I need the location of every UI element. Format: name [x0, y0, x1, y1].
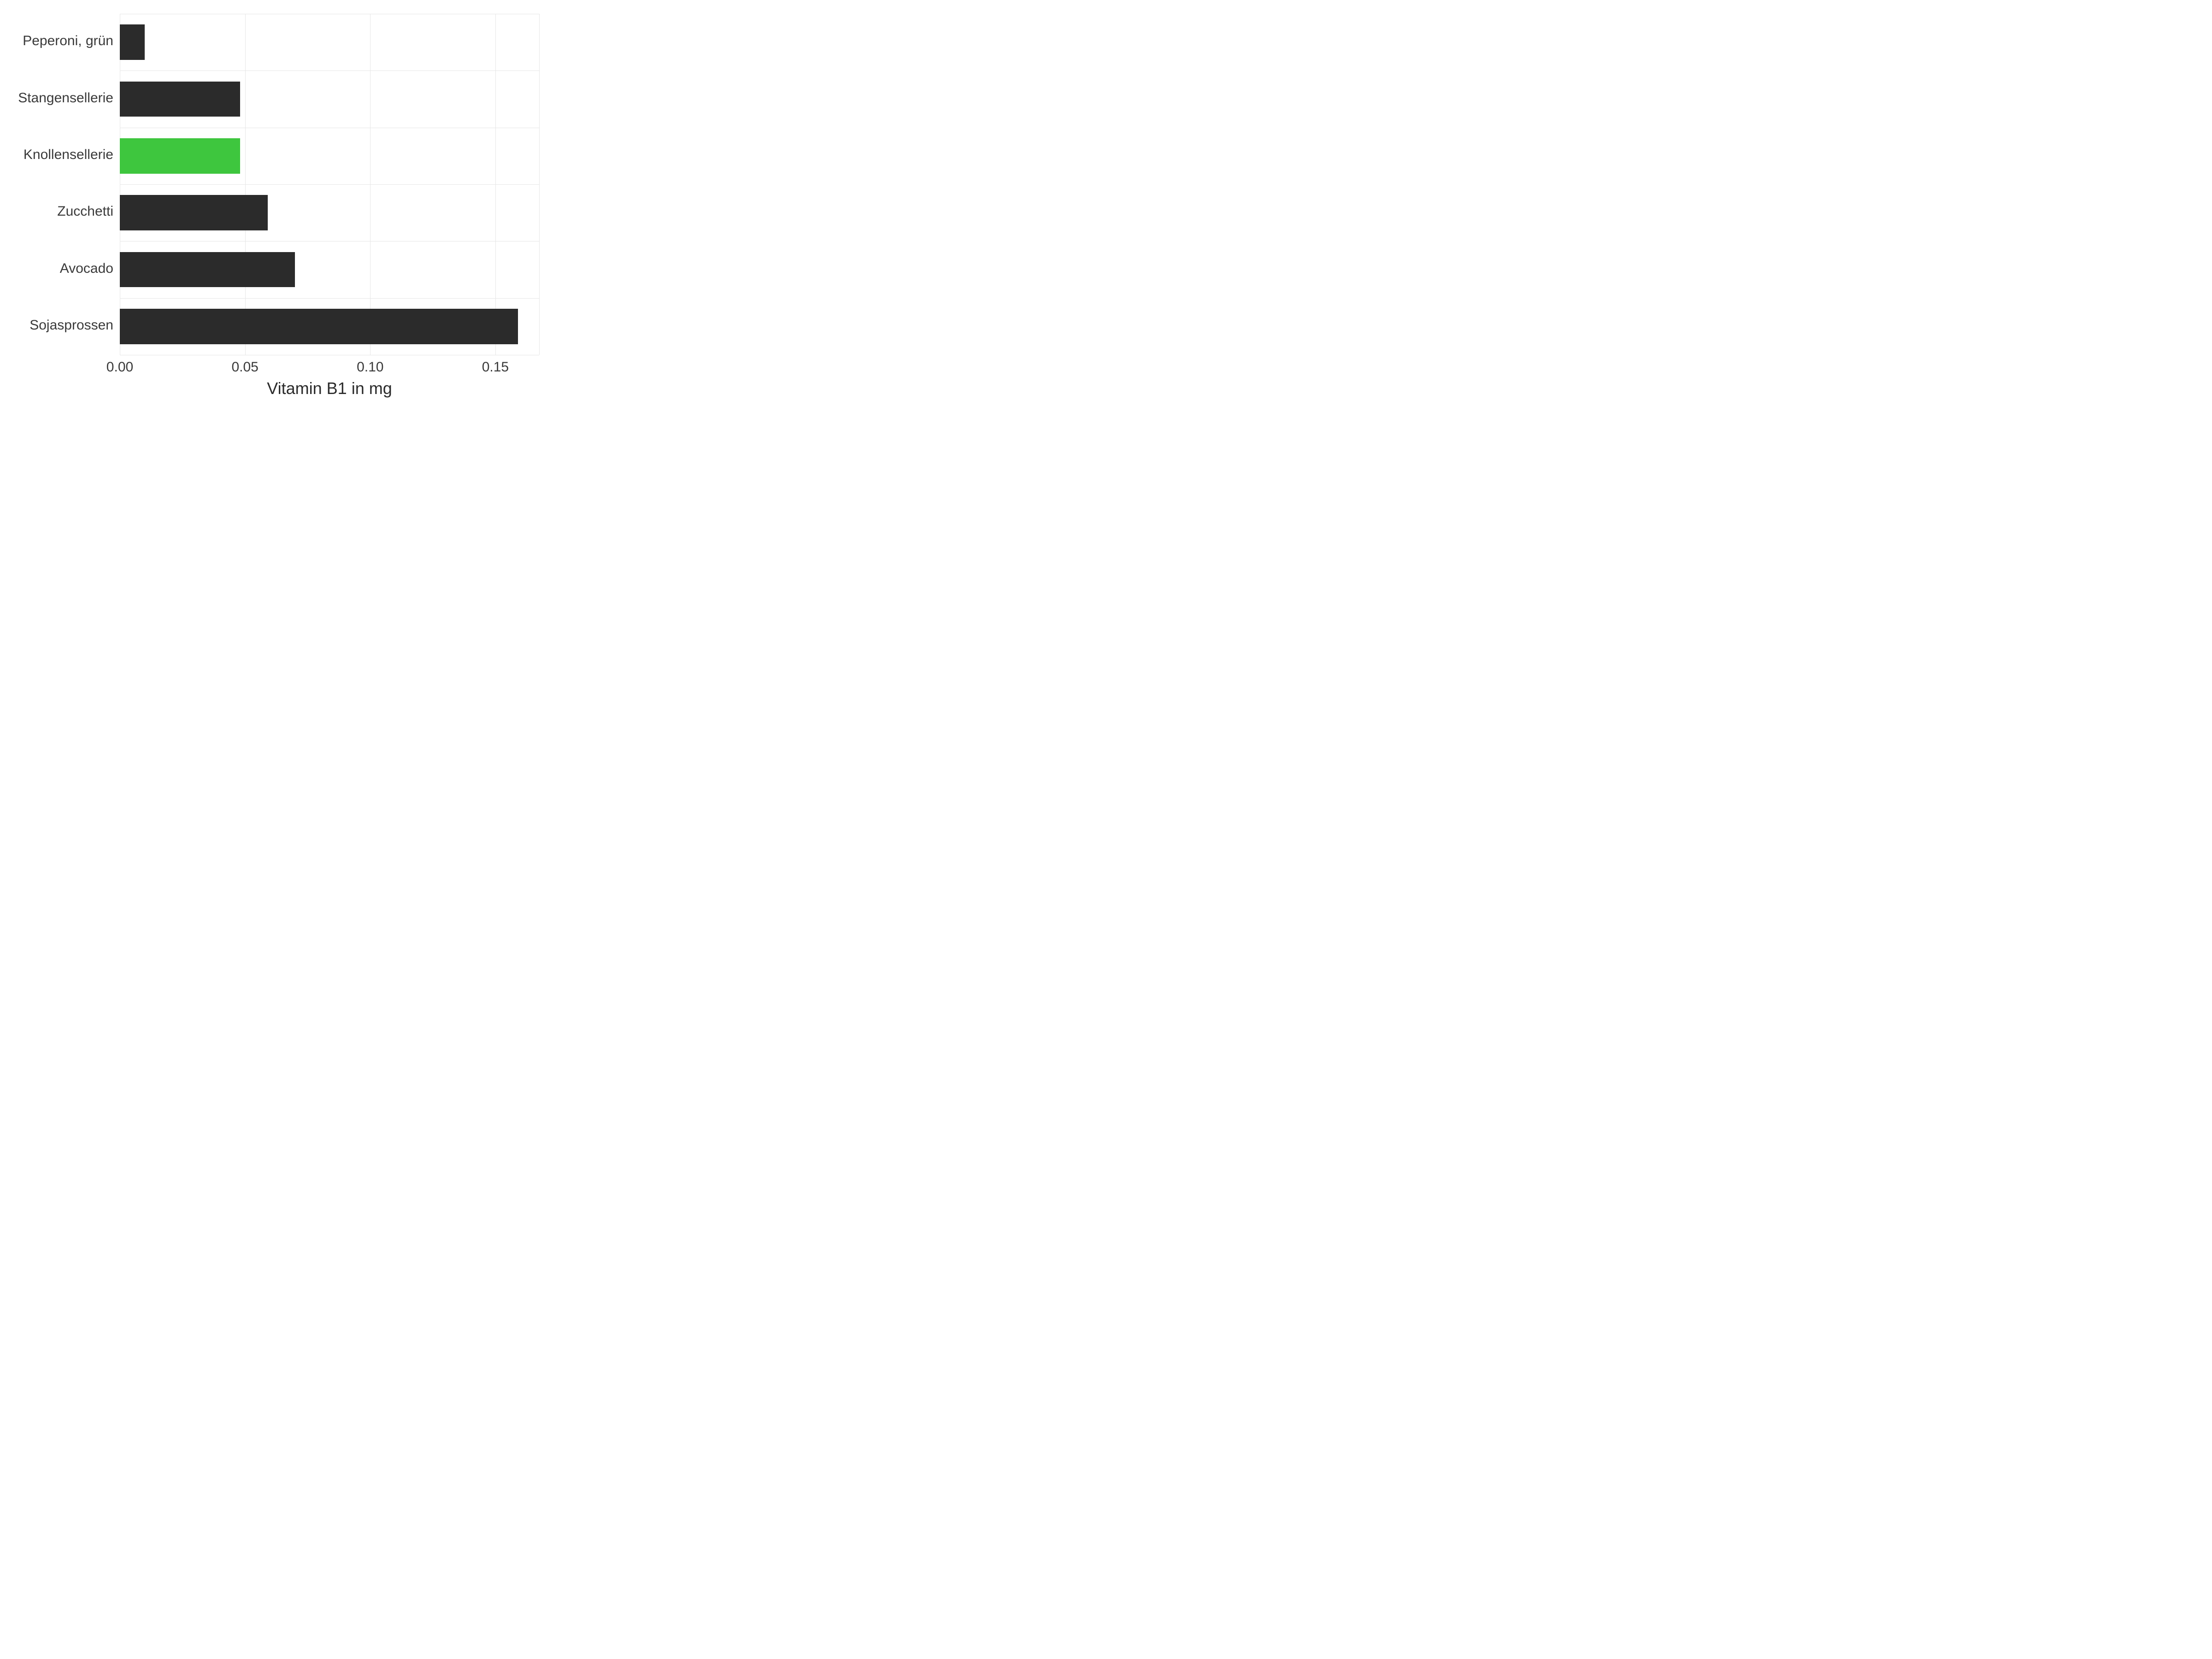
bar — [120, 195, 268, 230]
y-axis-category-label: Knollensellerie — [24, 147, 113, 163]
gridline-horizontal — [120, 184, 539, 185]
x-axis-tick-label: 0.05 — [231, 359, 258, 375]
bar — [120, 138, 240, 173]
y-axis-category-label: Peperoni, grün — [23, 33, 113, 49]
x-axis-tick-label: 0.10 — [357, 359, 383, 375]
gridline-vertical — [495, 14, 496, 355]
bar — [120, 82, 240, 117]
gridline-vertical — [539, 14, 540, 355]
y-axis-category-label: Sojasprossen — [29, 318, 113, 333]
bar — [120, 252, 295, 287]
bar — [120, 24, 145, 59]
gridline-vertical — [245, 14, 246, 355]
x-axis-tick-label: 0.00 — [106, 359, 133, 375]
x-axis-title: Vitamin B1 in mg — [267, 379, 392, 398]
vitamin-b1-bar-chart: Peperoni, grün Stangensellerie Knollensell… — [0, 0, 553, 415]
y-axis-category-label: Avocado — [60, 261, 113, 276]
x-axis-tick-label: 0.15 — [482, 359, 509, 375]
y-axis-category-label: Stangensellerie — [18, 90, 113, 106]
gridline-horizontal — [120, 298, 539, 299]
bar — [120, 309, 518, 344]
y-axis-category-label: Zucchetti — [57, 204, 113, 219]
gridline-vertical — [370, 14, 371, 355]
plot-area — [120, 14, 539, 355]
